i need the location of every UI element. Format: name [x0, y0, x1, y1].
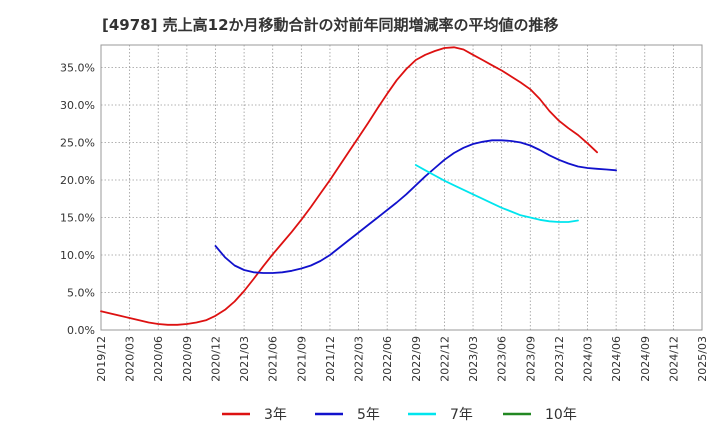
x-tick-label: 2020/06 [152, 336, 165, 382]
legend-label: 3年 [264, 407, 287, 423]
legend-label: 7年 [450, 407, 473, 423]
y-tick-label: 10.0% [60, 249, 95, 262]
chart-title: [4978] 売上高12か月移動合計の対前年同期増減率の平均値の推移 [102, 16, 559, 34]
x-tick-label: 2024/03 [582, 336, 595, 382]
x-tick-label: 2021/03 [238, 336, 251, 382]
plot-frame [100, 44, 703, 331]
legend: 3年 5年 7年 10年 [222, 407, 577, 423]
x-tick-label: 2021/06 [267, 336, 280, 382]
y-tick-label: 30.0% [60, 99, 95, 112]
x-tick-label: 2019/12 [95, 336, 108, 382]
y-tick-label: 5.0% [67, 287, 95, 300]
axes: 0.0% 5.0% 10.0% 15.0% 20.0% 25.0% 30.0% 35.0% 20… [60, 62, 709, 382]
x-tick-label: 2022/06 [381, 336, 394, 382]
x-tick-label: 2023/12 [553, 336, 566, 382]
legend-label: 10年 [545, 407, 577, 423]
y-tick-label: 25.0% [60, 137, 95, 150]
y-tick-label: 20.0% [60, 174, 95, 187]
x-tick-label: 2025/03 [696, 336, 709, 382]
x-tick-label: 2021/09 [295, 336, 308, 382]
y-tick-label: 15.0% [60, 212, 95, 225]
series-line-5年 [214, 139, 617, 274]
x-tick-label: 2020/09 [181, 336, 194, 382]
legend-label: 5年 [357, 407, 380, 423]
x-tick-label: 2023/06 [496, 336, 509, 382]
x-tick-label: 2024/12 [667, 336, 680, 382]
y-tick-label: 0.0% [67, 324, 95, 337]
x-tick-label: 2020/03 [124, 336, 137, 382]
series-line-7年 [414, 164, 579, 223]
grid [100, 44, 703, 331]
x-tick-label: 2023/03 [467, 336, 480, 382]
x-tick-label: 2022/12 [438, 336, 451, 382]
x-tick-label: 2021/12 [324, 336, 337, 382]
x-tick-label: 2020/12 [209, 336, 222, 382]
x-tick-label: 2022/09 [410, 336, 423, 382]
x-tick-label: 2024/06 [610, 336, 623, 382]
series-line-3年 [100, 46, 598, 326]
series-lines [100, 46, 617, 326]
y-tick-label: 35.0% [60, 62, 95, 75]
x-tick-label: 2024/09 [639, 336, 652, 382]
x-tick-label: 2022/03 [353, 336, 366, 382]
x-tick-label: 2023/09 [524, 336, 537, 382]
